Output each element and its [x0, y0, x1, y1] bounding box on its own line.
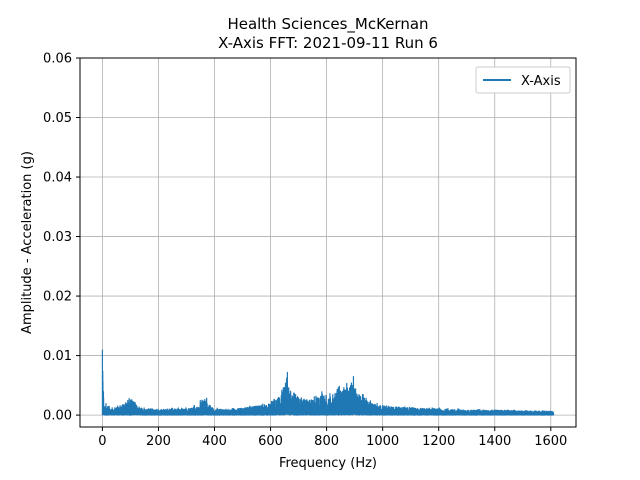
y-tick-label: 0.00 — [43, 409, 72, 424]
series-x-axis-line — [101, 349, 555, 416]
y-tick-label: 0.05 — [43, 111, 72, 126]
x-tick-label: 1200 — [422, 434, 455, 449]
chart-subtitle: X-Axis FFT: 2021-09-11 Run 6 — [218, 34, 438, 52]
x-tick-label: 400 — [202, 434, 227, 449]
y-tick-label: 0.06 — [43, 52, 72, 67]
y-tick-label: 0.02 — [43, 290, 72, 305]
chart-title: Health Sciences_McKernan — [227, 15, 429, 33]
y-tick-label: 0.03 — [43, 230, 72, 245]
legend-box — [475, 66, 571, 94]
x-tick-label: 1600 — [534, 434, 567, 449]
y-tick-label: 0.01 — [43, 349, 72, 364]
y-tick-label: 0.04 — [43, 171, 72, 186]
legend: X-Axis — [475, 66, 571, 94]
x-tick-label: 1000 — [366, 434, 399, 449]
x-axis-label: Frequency (Hz) — [279, 456, 377, 471]
legend-label: X-Axis — [521, 74, 561, 89]
grid-lines — [80, 57, 576, 427]
axes-frame — [79, 57, 577, 428]
x-tick-label: 800 — [314, 434, 339, 449]
y-axis-label: Amplitude - Acceleration (g) — [20, 151, 35, 334]
x-tick-label: 1400 — [478, 434, 511, 449]
x-tick-label: 0 — [98, 434, 106, 449]
x-axis-ticks: 0 200 400 600 800 1000 1200 1400 1600 — [98, 427, 567, 449]
plot-area — [101, 349, 555, 416]
y-axis-ticks: 0.00 0.01 0.02 0.03 0.04 0.05 0.06 — [43, 52, 80, 424]
x-tick-label: 600 — [258, 434, 283, 449]
x-tick-label: 200 — [146, 434, 171, 449]
